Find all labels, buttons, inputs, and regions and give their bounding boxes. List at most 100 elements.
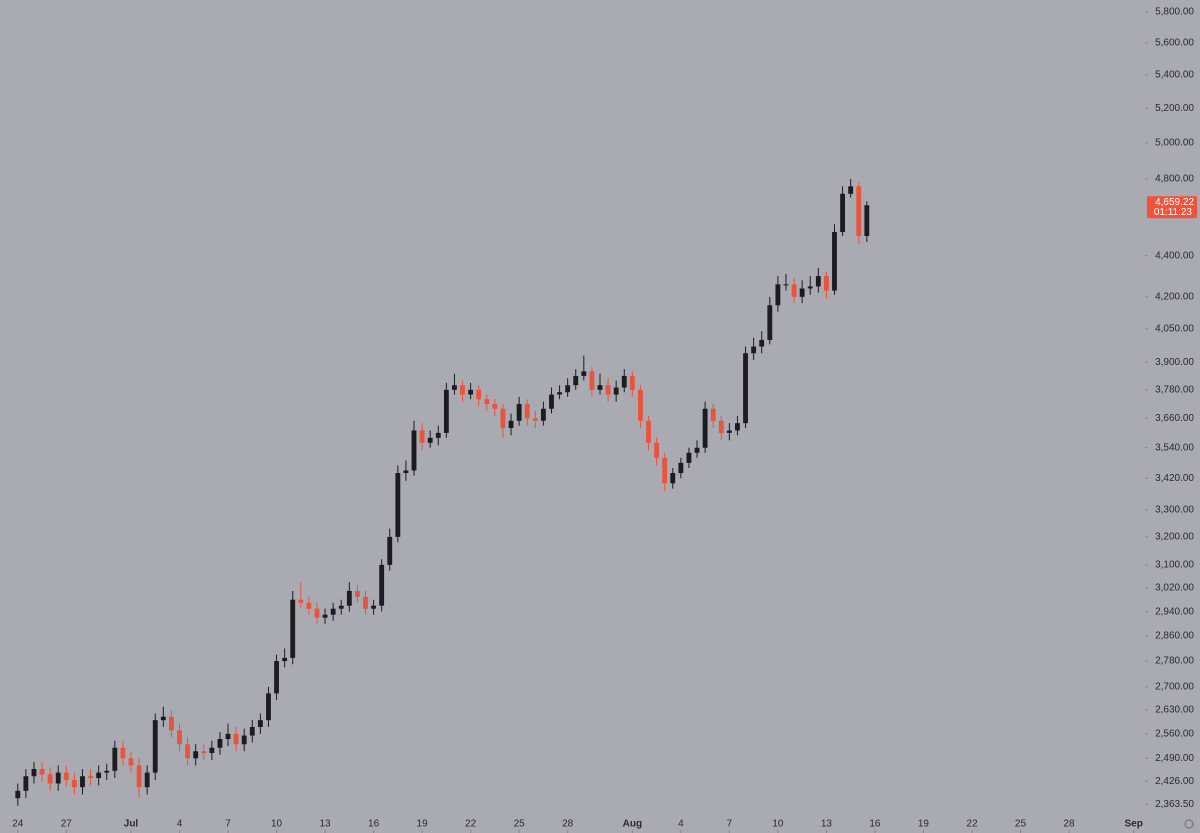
candle-body [266, 693, 271, 721]
candle-body [767, 305, 773, 340]
candle-body [702, 408, 708, 448]
candle-body [403, 470, 409, 474]
candle-body [136, 765, 142, 788]
candle-body [848, 186, 854, 194]
x-tick-label: 22 [465, 819, 477, 830]
candle-body [832, 232, 837, 291]
candle-body [290, 599, 296, 658]
x-tick-label: 7 [727, 819, 733, 830]
candle-body [47, 774, 53, 784]
candle-body [322, 614, 328, 618]
y-tick-label: 5,000.00 [1155, 138, 1194, 149]
x-tick-label: 24 [12, 819, 24, 830]
x-tick-label: 25 [514, 819, 526, 830]
x-tick-label: 19 [918, 819, 930, 830]
candle-body [629, 375, 635, 390]
x-tick-label: 28 [562, 819, 574, 830]
candle-body [112, 747, 118, 771]
candle-body [160, 716, 166, 721]
y-tick-label: 3,660.00 [1155, 413, 1194, 424]
candle-body [500, 408, 506, 429]
candle-body [96, 772, 102, 779]
y-tick-label: 2,363.50 [1155, 799, 1194, 810]
candle-body [152, 720, 158, 773]
y-tick-label: 4,200.00 [1155, 291, 1194, 302]
candle-body [71, 779, 77, 788]
candle-body [363, 596, 368, 609]
candle-body [686, 452, 692, 463]
candle-body [177, 730, 182, 745]
candle-body [735, 423, 740, 431]
candle-body [88, 776, 93, 779]
x-tick-label: 27 [61, 819, 73, 830]
candle-body [120, 747, 126, 759]
candle-body [662, 457, 668, 484]
candle-body [460, 385, 465, 395]
candle-body [185, 744, 191, 759]
x-tick-label: 10 [271, 819, 283, 830]
candle-body [306, 602, 312, 609]
y-tick-label: 2,700.00 [1155, 681, 1194, 692]
candle-body [694, 447, 700, 453]
candle-body [241, 735, 247, 745]
y-tick-label: 5,400.00 [1155, 70, 1194, 81]
candle-body [233, 733, 239, 745]
candle-body [540, 408, 546, 421]
candle-body [39, 769, 45, 775]
candle-body [581, 371, 587, 376]
candle-body [225, 733, 231, 740]
candle-body [419, 430, 425, 443]
candle-body [726, 430, 732, 433]
x-tick-label: 10 [772, 819, 784, 830]
candle-body [63, 772, 69, 780]
candle-body [621, 375, 627, 388]
settings-icon[interactable] [1184, 819, 1194, 829]
y-tick-label: 3,900.00 [1155, 357, 1194, 368]
x-tick-label: Sep [1125, 819, 1143, 830]
candle-body [573, 375, 579, 386]
x-tick-label: 28 [1063, 819, 1075, 830]
y-tick-label: 4,050.00 [1155, 324, 1194, 335]
candle-body [743, 353, 748, 424]
candle-body [55, 772, 61, 784]
candle-body [856, 186, 862, 236]
candle-body [330, 608, 336, 615]
y-tick-label: 3,200.00 [1155, 532, 1194, 543]
candle-body [549, 394, 554, 409]
y-tick-label: 3,780.00 [1155, 384, 1194, 395]
candle-body [427, 437, 433, 443]
candle-body [314, 608, 320, 618]
candle-body [791, 284, 797, 297]
candle-body [257, 720, 263, 727]
candle-body [411, 430, 417, 471]
candle-body [484, 399, 490, 404]
candle-body [209, 747, 215, 754]
candle-body [557, 392, 562, 395]
x-tick-label: 22 [966, 819, 978, 830]
x-tick-label: 4 [678, 819, 684, 830]
candle-body [508, 420, 514, 429]
last-price-box [1147, 196, 1197, 219]
candle-body [371, 605, 377, 609]
y-tick-label: 4,400.00 [1155, 250, 1194, 261]
last-price-label: 4,659.22 [1155, 197, 1194, 208]
candle-body [23, 776, 29, 791]
y-tick-label: 2,560.00 [1155, 728, 1194, 739]
x-tick-label: 7 [225, 819, 231, 830]
y-tick-label: 3,100.00 [1155, 560, 1194, 571]
candle-body [823, 276, 829, 291]
y-tick-label: 5,600.00 [1155, 38, 1194, 49]
x-tick-label: 25 [1015, 819, 1027, 830]
candle-body [718, 420, 724, 433]
candle-body [864, 205, 870, 236]
candle-body [670, 473, 676, 484]
candle-body [492, 403, 498, 409]
x-tick-label: 4 [177, 819, 183, 830]
candle-body [452, 385, 457, 390]
x-tick-label: 16 [869, 819, 881, 830]
candle-body [395, 473, 401, 537]
candle-body [783, 284, 789, 286]
y-tick-label: 5,800.00 [1155, 7, 1194, 18]
candle-body [15, 790, 21, 799]
candle-body [597, 385, 603, 390]
